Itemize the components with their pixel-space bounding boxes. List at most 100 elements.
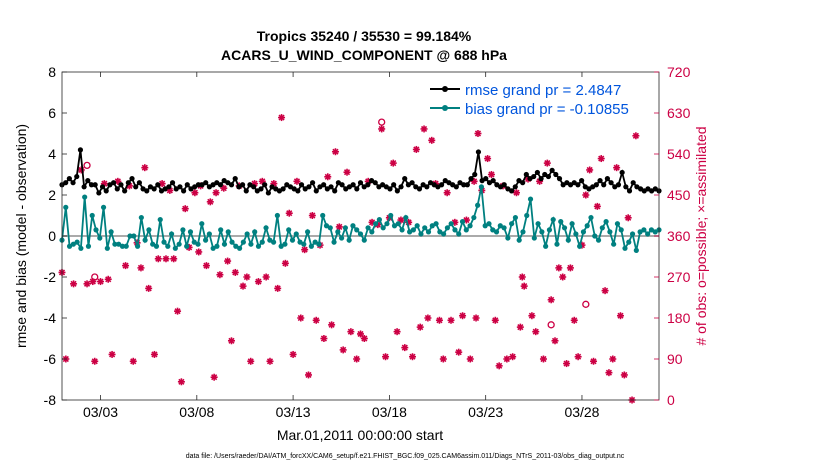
obs-assimilated-point — [191, 189, 199, 197]
rmse-point — [81, 184, 87, 190]
x-axis-ticks: 03/03 03/08 03/13 03/18 03/23 03/28 — [83, 72, 600, 420]
rmse-point — [604, 176, 611, 182]
left-tick-label: 4 — [48, 146, 56, 162]
bias-point — [607, 229, 613, 235]
obs-assimilated-point — [297, 314, 305, 322]
obs-assimilated-core — [179, 380, 183, 384]
bias-point — [478, 184, 485, 190]
bias-point — [78, 245, 84, 251]
obs-assimilated-core — [222, 186, 226, 190]
bias-point — [626, 239, 632, 245]
rmse-point — [398, 184, 404, 190]
rmse-point — [387, 186, 393, 192]
obs-assimilated-point — [347, 328, 355, 336]
obs-assimilated-core — [468, 357, 472, 361]
obs-assimilated-point — [108, 350, 116, 358]
right-axis-ticks: 0 90 180 270 360 450 540 630 720 — [654, 64, 691, 408]
obs-assimilated-point — [528, 312, 536, 320]
obs-assimilated-point — [308, 212, 316, 219]
bias-point — [369, 229, 375, 235]
obs-assimilated-point — [278, 114, 286, 122]
x-axis-label: Mar.01,2011 00:00:00 start — [277, 427, 443, 443]
obs-assimilated-point — [339, 346, 347, 354]
rmse-point — [265, 190, 271, 196]
bias-point — [263, 225, 269, 231]
obs-assimilated-core — [611, 357, 615, 361]
bias-point — [346, 237, 352, 243]
rmse-point — [357, 180, 364, 186]
obs-assimilated-point — [503, 355, 511, 363]
obs-assimilated-point — [484, 155, 492, 163]
obs-assimilated-core — [233, 270, 237, 275]
obs-assimilated-point — [202, 262, 210, 270]
obs-assimilated-point — [285, 209, 293, 217]
bias-point — [493, 229, 500, 235]
obs-assimilated-core — [391, 161, 395, 165]
obs-assimilated-core — [618, 314, 623, 318]
rmse-point — [339, 182, 345, 188]
obs-assimilated-core — [291, 352, 295, 357]
obs-assimilated-core — [345, 170, 349, 174]
obs-assimilated-core — [414, 147, 418, 152]
obs-assimilated-core — [399, 218, 403, 222]
obs-assimilated-point — [563, 360, 571, 368]
obs-assimilated-point — [177, 378, 185, 386]
obs-assimilated-core — [541, 357, 546, 361]
obs-assimilated-core — [615, 166, 619, 170]
rmse-point — [151, 186, 157, 192]
obs-assimilated-point — [597, 155, 605, 163]
bias-point — [308, 243, 314, 249]
obs-assimilated-point — [212, 189, 220, 197]
obs-assimilated-core — [355, 357, 359, 361]
obs-assimilated-point — [570, 316, 578, 324]
right-tick-label: 0 — [667, 392, 675, 408]
obs-assimilated-core — [430, 138, 434, 142]
obs-possible-point — [582, 300, 590, 308]
obs-assimilated-core — [93, 359, 97, 363]
rmse-point — [166, 184, 172, 190]
rmse-point — [232, 176, 238, 182]
bias-point — [505, 235, 511, 241]
bias-point — [112, 241, 118, 247]
bias-point — [187, 229, 194, 235]
rmse-point — [461, 182, 467, 188]
rmse-point — [103, 188, 109, 194]
rmse-point — [77, 147, 84, 153]
obs-assimilated-core — [123, 264, 128, 268]
bias-point — [161, 239, 167, 245]
bias-point — [354, 227, 360, 233]
bias-point — [270, 239, 277, 245]
obs-assimilated-core — [218, 273, 222, 277]
bias-point — [123, 243, 129, 249]
bias-point — [138, 214, 144, 221]
bias-point — [418, 231, 424, 237]
obs-assimilated-core — [279, 115, 284, 120]
obs-assimilated-core — [472, 179, 476, 183]
rmse-point — [243, 188, 249, 194]
bias-point — [516, 237, 522, 243]
left-tick-label: -2 — [44, 269, 57, 285]
bias-point — [289, 237, 296, 243]
bias-point — [365, 225, 371, 231]
rmse-point — [402, 176, 408, 182]
bias-point — [543, 243, 549, 249]
rmse-point — [295, 188, 301, 194]
obs-assimilated-point — [474, 130, 482, 137]
right-tick-label: 180 — [667, 310, 691, 326]
bias-point — [240, 239, 246, 245]
bias-point — [452, 227, 458, 233]
obs-assimilated-point — [582, 191, 590, 199]
obs-assimilated-core — [441, 357, 445, 361]
bias-point — [146, 227, 152, 233]
obs-assimilated-point — [632, 132, 640, 140]
rmse-point — [597, 178, 603, 184]
obs-assimilated-core — [249, 359, 253, 363]
rmse-point — [593, 182, 599, 188]
obs-assimilated-point — [601, 287, 609, 295]
rmse-point — [468, 176, 474, 182]
obs-assimilated-point — [487, 171, 495, 178]
obs-assimilated-core — [172, 257, 176, 261]
obs-assimilated-core — [557, 266, 561, 270]
obs-assimilated-core — [395, 330, 399, 334]
obs-assimilated-point — [293, 177, 301, 185]
